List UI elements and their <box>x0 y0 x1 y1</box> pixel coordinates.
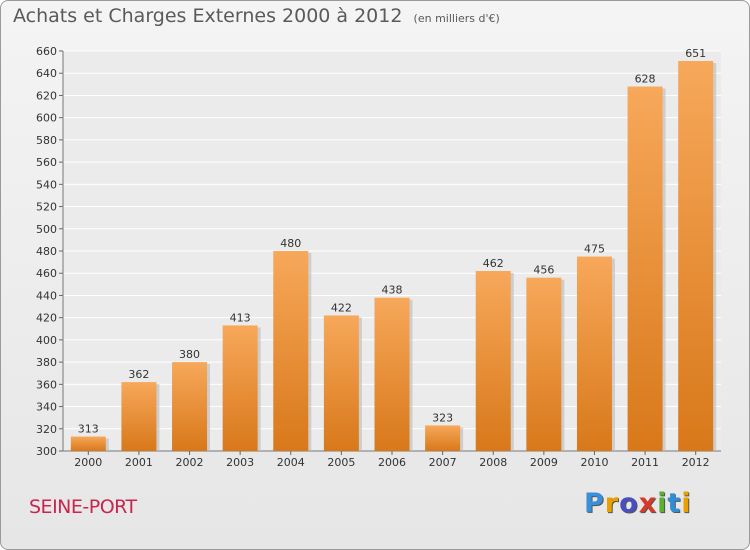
bar-value-label: 313 <box>78 423 99 436</box>
title-row: Achats et Charges Externes 2000 à 2012 (… <box>13 5 500 27</box>
logo-letter: i <box>657 488 668 519</box>
y-tick-label: 660 <box>36 45 57 58</box>
bar <box>678 61 714 451</box>
logo-letter: r <box>604 488 620 519</box>
bar-value-label: 628 <box>635 73 656 86</box>
bar <box>576 256 612 451</box>
x-tick-label: 2009 <box>530 456 558 469</box>
bar <box>627 86 663 452</box>
y-tick-label: 460 <box>36 267 57 280</box>
bar-value-label: 380 <box>179 348 200 361</box>
logo-letter: t <box>667 488 682 519</box>
x-tick-label: 2005 <box>327 456 355 469</box>
y-tick-label: 560 <box>36 156 57 169</box>
proxiti-logo: Proxiti <box>584 488 692 519</box>
logo-letter: x <box>638 488 658 519</box>
bar <box>172 362 208 451</box>
chart-unit: (en milliers d'€) <box>413 12 500 25</box>
bar-value-label: 456 <box>533 264 554 277</box>
bar-value-label: 462 <box>483 257 504 270</box>
y-tick-label: 380 <box>36 356 57 369</box>
chart-title: Achats et Charges Externes 2000 à 2012 <box>13 5 403 27</box>
y-tick-label: 500 <box>36 223 57 236</box>
bar <box>273 251 309 451</box>
x-tick-label: 2001 <box>125 456 153 469</box>
bar <box>475 271 511 451</box>
x-tick-label: 2006 <box>378 456 406 469</box>
bar-value-label: 323 <box>432 411 453 424</box>
bar <box>70 436 106 451</box>
y-tick-label: 300 <box>36 445 57 458</box>
logo-letter: i <box>681 488 692 519</box>
y-tick-label: 420 <box>36 312 57 325</box>
x-tick-label: 2012 <box>682 456 710 469</box>
bar-value-label: 651 <box>685 47 706 60</box>
y-tick-label: 640 <box>36 67 57 80</box>
y-tick-label: 360 <box>36 378 57 391</box>
bar <box>526 277 562 451</box>
bar-value-label: 480 <box>280 237 301 250</box>
x-tick-label: 2008 <box>479 456 507 469</box>
y-tick-label: 520 <box>36 201 57 214</box>
bar-value-label: 413 <box>230 311 251 324</box>
bar-value-label: 422 <box>331 301 352 314</box>
y-tick-label: 320 <box>36 423 57 436</box>
y-tick-label: 620 <box>36 89 57 102</box>
y-tick-label: 600 <box>36 112 57 125</box>
x-tick-label: 2010 <box>580 456 608 469</box>
logo-letter: o <box>619 488 639 519</box>
y-tick-label: 540 <box>36 178 57 191</box>
x-tick-label: 2000 <box>74 456 102 469</box>
bar <box>323 315 359 451</box>
y-tick-label: 400 <box>36 334 57 347</box>
y-tick-label: 580 <box>36 134 57 147</box>
x-tick-label: 2007 <box>429 456 457 469</box>
bar <box>121 382 157 451</box>
x-tick-label: 2004 <box>277 456 305 469</box>
bar-value-label: 475 <box>584 243 605 256</box>
bar-value-label: 438 <box>382 284 403 297</box>
y-tick-label: 480 <box>36 245 57 258</box>
x-tick-label: 2011 <box>631 456 659 469</box>
logo-letter: P <box>584 488 605 519</box>
place-name: SEINE-PORT <box>29 496 137 518</box>
bar <box>374 297 410 451</box>
x-tick-label: 2002 <box>176 456 204 469</box>
y-tick-label: 440 <box>36 289 57 302</box>
y-tick-label: 340 <box>36 401 57 414</box>
bar <box>425 425 461 451</box>
x-tick-label: 2003 <box>226 456 254 469</box>
bar <box>222 325 258 451</box>
bar-value-label: 362 <box>128 368 149 381</box>
